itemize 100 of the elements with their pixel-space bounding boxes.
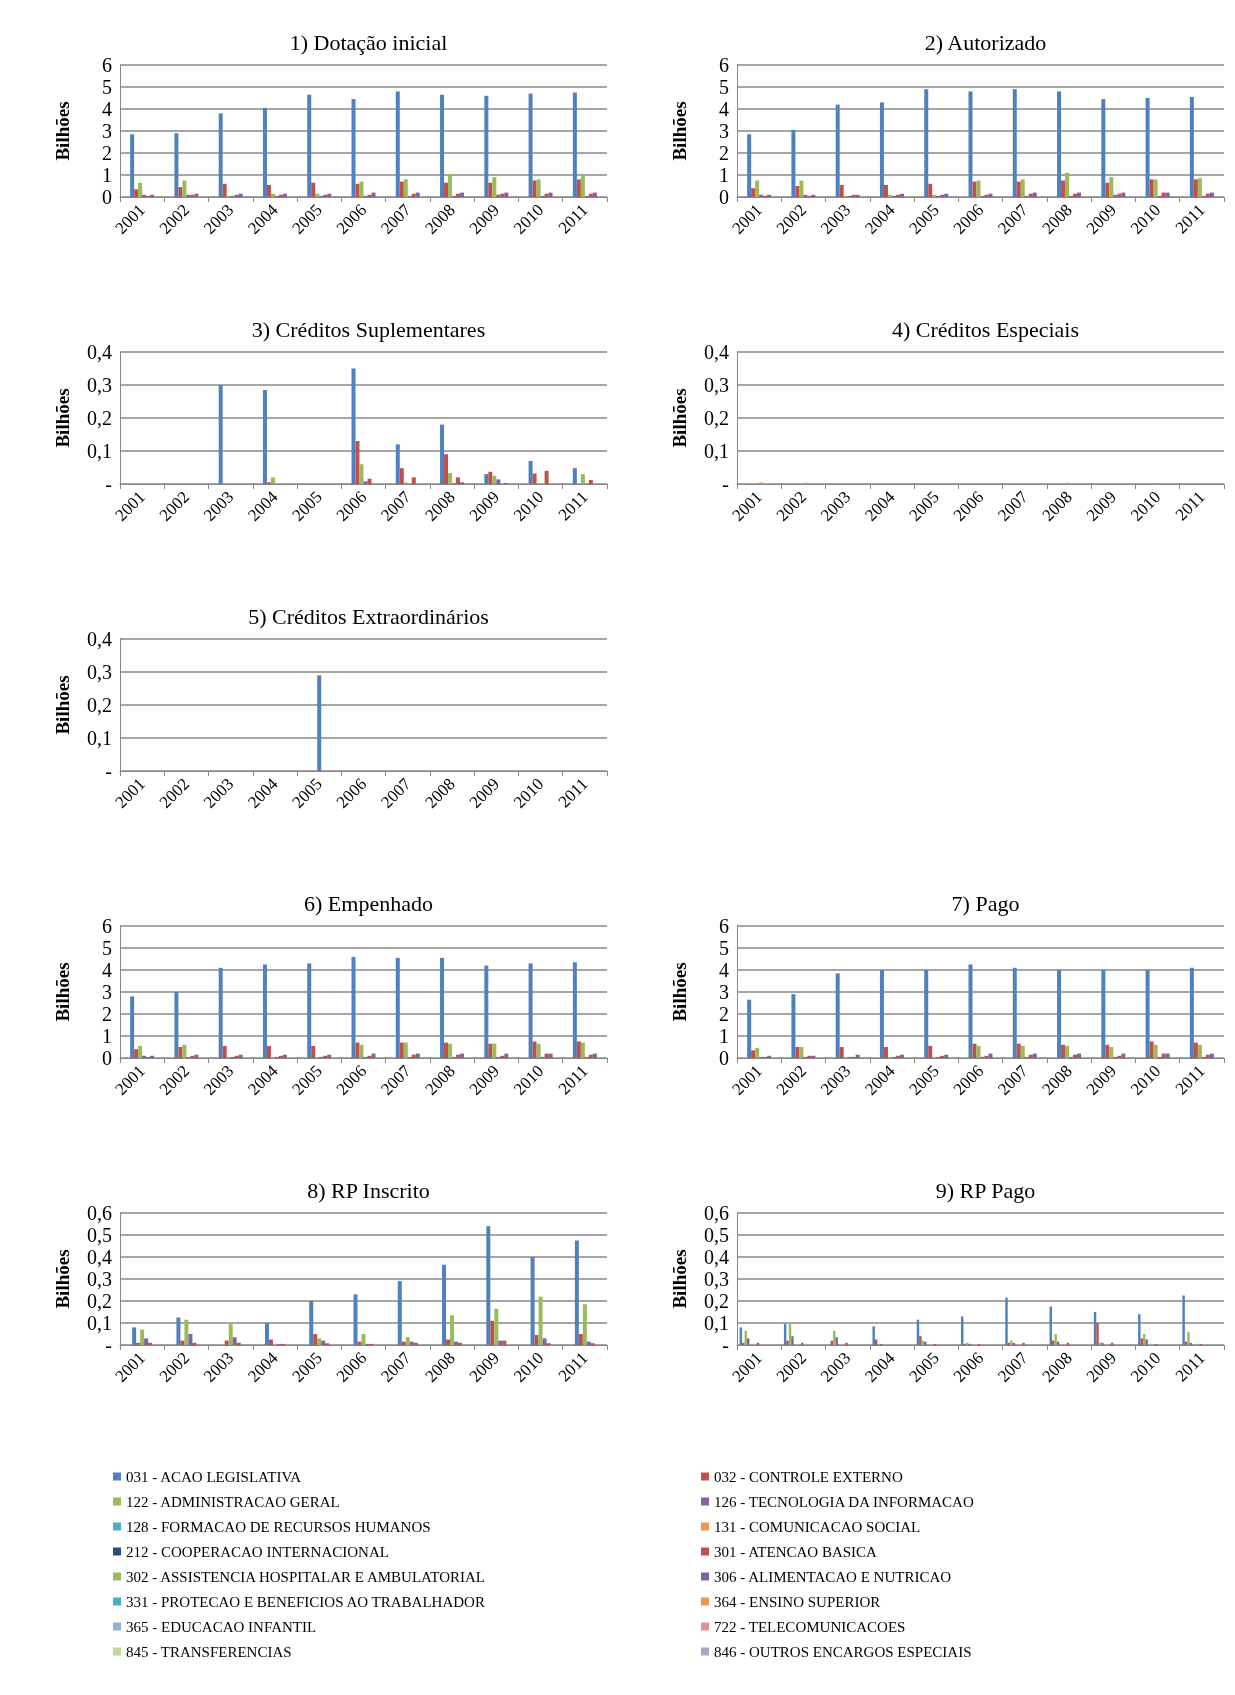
bar — [359, 464, 364, 484]
y-axis-title: Bilhões — [669, 101, 690, 161]
bar — [411, 477, 416, 484]
bar — [1065, 172, 1070, 197]
bar — [270, 193, 275, 197]
y-tick-label: 4 — [719, 98, 729, 120]
bar — [1105, 1044, 1110, 1058]
bar — [311, 182, 316, 197]
legend-label: 128 - FORMACAO DE RECURSOS HUMANOS — [126, 1518, 431, 1535]
bar — [182, 180, 187, 197]
bar — [492, 475, 497, 484]
bar — [883, 184, 888, 197]
bar — [488, 471, 493, 484]
bar — [786, 1340, 789, 1345]
bar — [444, 1042, 449, 1058]
bar — [405, 1337, 410, 1345]
bar — [317, 1338, 322, 1345]
bar — [448, 173, 453, 197]
bar — [456, 477, 461, 484]
bar — [534, 1335, 539, 1345]
bar — [357, 1341, 362, 1345]
y-axis-title: Bilhões — [52, 1249, 73, 1309]
bar — [409, 1341, 414, 1345]
y-tick-label: 1 — [719, 1025, 729, 1047]
bar — [496, 479, 501, 484]
bar — [395, 957, 400, 1058]
y-tick-label: 0,3 — [87, 661, 112, 683]
y-tick-label: 0 — [719, 186, 729, 208]
bar — [188, 1334, 193, 1345]
bar — [1182, 1295, 1185, 1345]
bar — [755, 1048, 760, 1058]
y-tick-label: 0,4 — [87, 628, 112, 650]
y-tick-label: 2 — [719, 1003, 729, 1025]
bar — [1117, 193, 1122, 197]
y-tick-label: - — [105, 1334, 112, 1356]
bar — [976, 180, 981, 197]
bar — [262, 389, 267, 484]
y-tick-label: 0,2 — [87, 694, 112, 716]
bar — [403, 1042, 408, 1058]
y-tick-label: 0,6 — [87, 1202, 112, 1224]
bar — [270, 477, 275, 484]
bar — [1028, 193, 1033, 197]
y-tick-label: 6 — [719, 54, 729, 76]
bar — [1061, 180, 1066, 197]
bar — [444, 454, 449, 484]
bar — [1145, 98, 1150, 197]
bar — [228, 1324, 233, 1345]
bar — [1193, 179, 1198, 197]
y-tick-label: 3 — [719, 981, 729, 1003]
bar — [488, 182, 493, 197]
y-tick-label: 0,3 — [704, 374, 729, 396]
y-tick-label: 4 — [719, 959, 729, 981]
bar — [1193, 1042, 1198, 1058]
bar — [899, 193, 904, 197]
bar — [134, 1049, 139, 1058]
bar — [1145, 1339, 1148, 1345]
legend-label: 365 - EDUCACAO INFANTIL — [126, 1618, 317, 1635]
y-axis-title: Bilhões — [669, 962, 690, 1022]
bar — [262, 107, 267, 197]
bar — [134, 189, 139, 197]
bar — [532, 1041, 537, 1058]
bar — [130, 996, 135, 1058]
bar — [351, 368, 356, 484]
bar — [353, 1294, 358, 1345]
bar — [367, 478, 372, 484]
y-tick-label: 0,3 — [87, 374, 112, 396]
bar — [1149, 179, 1154, 197]
y-tick-label: 4 — [102, 959, 112, 981]
y-tick-label: 0,5 — [87, 1224, 112, 1246]
bar — [222, 1045, 227, 1058]
bar — [1189, 96, 1194, 197]
bar — [528, 93, 533, 197]
bar — [359, 1044, 364, 1058]
chart-title: 4) Créditos Especiais — [892, 316, 1079, 342]
bar — [532, 180, 537, 197]
y-tick-label: 0 — [102, 1047, 112, 1069]
bar — [266, 1045, 271, 1058]
bar — [132, 1327, 137, 1345]
bar — [1145, 970, 1150, 1058]
y-tick-label: - — [722, 473, 729, 495]
bar — [1054, 1334, 1057, 1345]
bar — [580, 1042, 585, 1058]
bar — [232, 1337, 237, 1345]
bar — [218, 967, 223, 1058]
y-tick-label: - — [105, 473, 112, 495]
y-tick-label: 0,4 — [704, 1246, 729, 1268]
chart-title: 7) Pago — [951, 890, 1020, 916]
bar — [238, 1054, 243, 1058]
bar — [1073, 1054, 1078, 1058]
bar — [899, 1054, 904, 1058]
chart-title: 6) Empenhado — [304, 890, 433, 916]
bar — [1189, 967, 1194, 1058]
bar — [1022, 1342, 1025, 1345]
bar — [924, 970, 929, 1058]
bar — [576, 179, 581, 197]
bar — [1028, 1054, 1033, 1058]
bar — [403, 179, 408, 197]
legend-label: 302 - ASSISTENCIA HOSPITALAR E AMBULATORIAL — [126, 1568, 485, 1585]
bar — [266, 184, 271, 197]
bar — [530, 1257, 535, 1345]
